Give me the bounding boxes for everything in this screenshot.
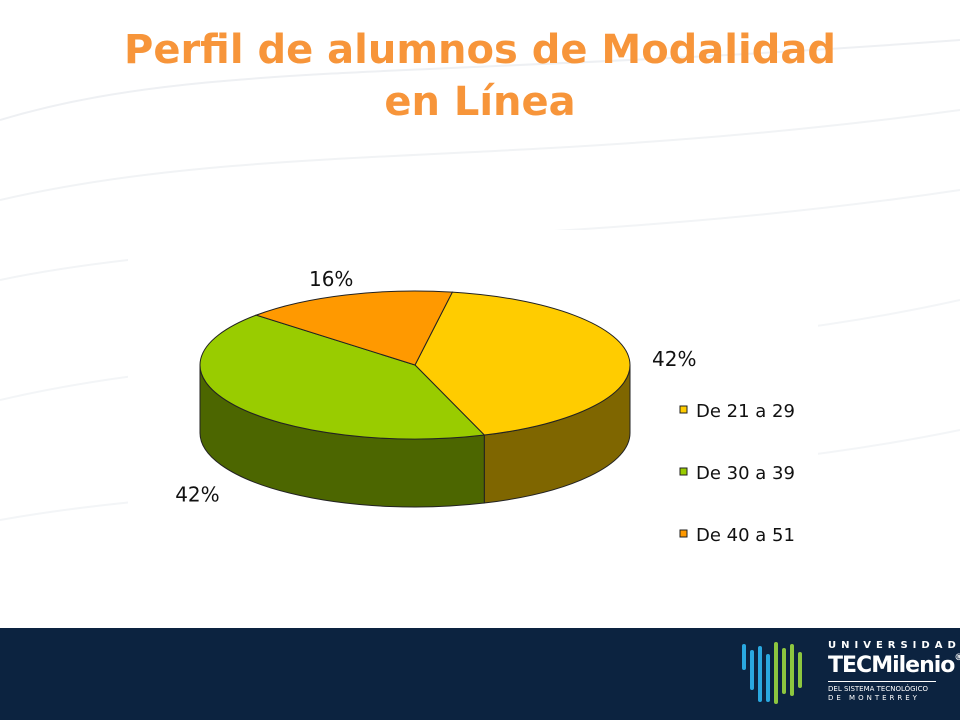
pie-slice-2	[199, 314, 486, 440]
logo-stroke-5	[774, 642, 778, 704]
logo-stroke-3	[758, 646, 762, 702]
pie-chart-svg: 42% 42% 16% De 21 a 29 De 30 a 39 De 40 a 51	[175, 267, 795, 546]
legend-label-3: De 40 a 51	[696, 525, 795, 546]
slide-title: Perfil de alumnos de Modalidad en Línea	[0, 24, 960, 128]
logo-divider	[828, 681, 936, 682]
logo-system-label: DEL SISTEMA TECNOLÓGICO	[828, 685, 929, 693]
logo-stroke-8	[798, 652, 802, 688]
slide-title-line2: en Línea	[384, 79, 576, 125]
pie-data-label-1: 42%	[652, 347, 696, 371]
legend-label-1: De 21 a 29	[696, 401, 795, 422]
pie-chart: 42% 42% 16% De 21 a 29 De 30 a 39 De 40 a 51	[128, 230, 818, 590]
logo-stroke-1	[742, 644, 746, 670]
pie-slice-1	[414, 291, 631, 436]
tecmilenio-logo-mark	[742, 642, 802, 704]
logo-registered-mark: ®	[954, 653, 960, 663]
legend-label-2: De 30 a 39	[696, 463, 795, 484]
logo-stroke-2	[750, 650, 754, 690]
slide-title-line1: Perfil de alumnos de Modalidad	[124, 27, 836, 73]
logo-brand-milenio: Milenio	[871, 653, 955, 678]
logo-brand: TECMilenio®	[828, 653, 960, 678]
tecmilenio-logo: UNIVERSIDAD TECMilenio® DEL SISTEMA TECN…	[828, 640, 960, 702]
logo-stroke-7	[790, 644, 794, 696]
logo-brand-tec: TEC	[828, 653, 872, 678]
pie-data-label-3: 16%	[309, 267, 353, 291]
pie-slice-3	[254, 290, 454, 366]
legend-swatch-1	[679, 405, 688, 414]
logo-stroke-6	[782, 648, 786, 694]
logo-monterrey-label: DE MONTERREY	[828, 694, 920, 702]
pie-data-label-2: 42%	[175, 482, 219, 506]
logo-university-label: UNIVERSIDAD	[828, 640, 960, 651]
legend-swatch-3	[679, 529, 688, 538]
legend-swatch-2	[679, 467, 688, 476]
logo-stroke-4	[766, 654, 770, 702]
